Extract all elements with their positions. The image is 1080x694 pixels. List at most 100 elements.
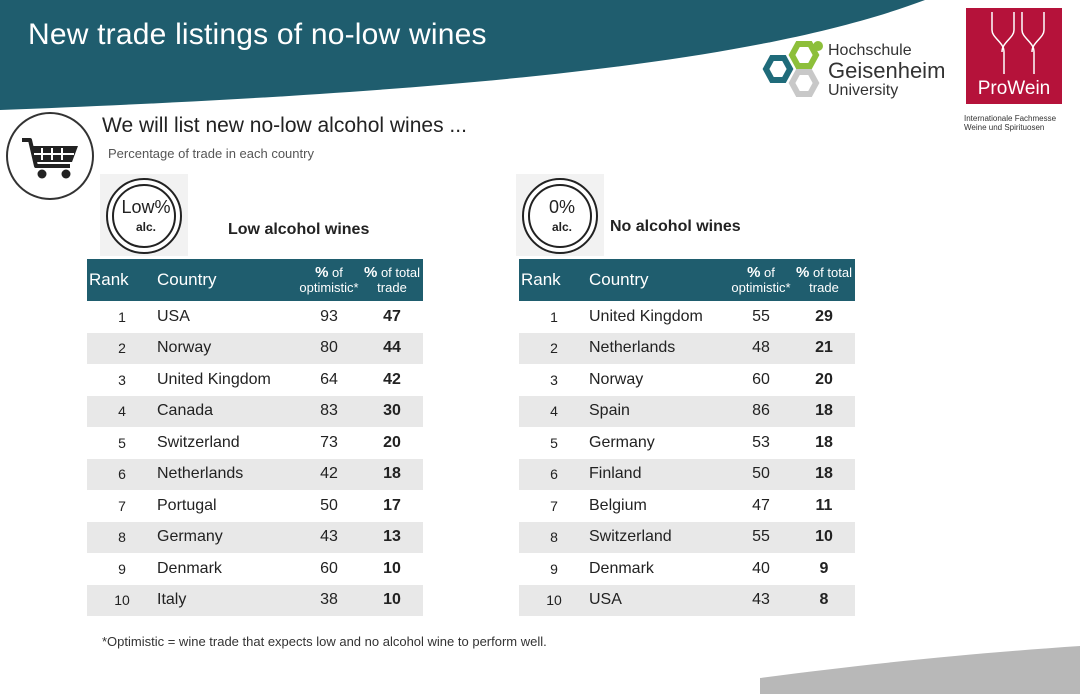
rank-cell: 3: [519, 364, 589, 396]
header-share-pct: %: [796, 264, 810, 281]
share-cell: 10: [361, 553, 423, 585]
country-cell: Denmark: [157, 553, 297, 585]
country-cell: Norway: [589, 364, 729, 396]
header-share: % of total trade: [793, 259, 855, 301]
badge-ring-inner: 0% alc.: [528, 184, 592, 248]
optimistic-cell: 55: [729, 521, 793, 553]
country-cell: Norway: [157, 332, 297, 364]
country-cell: Switzerland: [589, 521, 729, 553]
table-row: 7 Belgium 47 11: [519, 490, 855, 522]
table-row: 5 Germany 53 18: [519, 427, 855, 459]
country-cell: Germany: [589, 427, 729, 459]
badge-big-text: 0%: [548, 197, 575, 217]
share-cell: 29: [793, 301, 855, 333]
banner-shape: [0, 0, 925, 110]
share-cell: 44: [361, 332, 423, 364]
optimistic-cell: 55: [729, 301, 793, 333]
table-row: 3 Norway 60 20: [519, 364, 855, 396]
rank-cell: 5: [87, 427, 157, 459]
slide-title: New trade listings of no-low wines: [28, 18, 487, 51]
optimistic-cell: 80: [297, 332, 361, 364]
section-subheading: Percentage of trade in each country: [108, 146, 314, 161]
prowein-subtitle: Internationale Fachmesse Weine und Spiri…: [964, 114, 1074, 132]
country-cell: Spain: [589, 395, 729, 427]
country-cell: Italy: [157, 584, 297, 616]
rank-cell: 10: [87, 584, 157, 616]
header-share: % of total trade: [361, 259, 423, 301]
header-share-line2: trade: [377, 280, 407, 295]
optimistic-cell: 50: [729, 458, 793, 490]
rank-cell: 5: [519, 427, 589, 459]
country-cell: USA: [157, 301, 297, 333]
section-heading: We will list new no-low alcohol wines ..…: [102, 114, 467, 137]
country-cell: Netherlands: [589, 332, 729, 364]
optimistic-cell: 43: [729, 584, 793, 616]
header-share-rest: of total: [377, 265, 420, 280]
share-cell: 20: [361, 427, 423, 459]
rank-cell: 7: [519, 490, 589, 522]
table-row: 2 Norway 80 44: [87, 332, 423, 364]
header-opt-pct: %: [315, 264, 329, 281]
country-cell: Canada: [157, 395, 297, 427]
country-cell: Germany: [157, 521, 297, 553]
rank-cell: 8: [519, 521, 589, 553]
country-cell: Belgium: [589, 490, 729, 522]
badge-ring-inner: Low% alc.: [112, 184, 176, 248]
badge-ring: Low% alc.: [106, 178, 182, 254]
header-opt-rest: of: [760, 265, 775, 280]
rank-cell: 9: [519, 553, 589, 585]
hgu-line1: Hochschule: [828, 42, 912, 59]
table-row: 9 Denmark 60 10: [87, 553, 423, 585]
shopping-cart-icon: [6, 112, 94, 200]
share-cell: 13: [361, 521, 423, 553]
header-share-pct: %: [364, 264, 378, 281]
no-alcohol-icon: 0% alc.: [516, 174, 604, 256]
country-cell: United Kingdom: [589, 301, 729, 333]
wine-bottles-icon: [991, 12, 1045, 74]
rank-cell: 2: [519, 332, 589, 364]
share-cell: 17: [361, 490, 423, 522]
share-cell: 18: [793, 458, 855, 490]
country-cell: Denmark: [589, 553, 729, 585]
low-alcohol-icon: Low% alc.: [100, 174, 188, 256]
optimistic-cell: 60: [729, 364, 793, 396]
optimistic-cell: 47: [729, 490, 793, 522]
table-row: 4 Spain 86 18: [519, 395, 855, 427]
table-row: 3 United Kingdom 64 42: [87, 364, 423, 396]
share-cell: 47: [361, 301, 423, 333]
footnote: *Optimistic = wine trade that expects lo…: [102, 634, 547, 649]
table-row: 9 Denmark 40 9: [519, 553, 855, 585]
optimistic-cell: 53: [729, 427, 793, 459]
table-header-row: Rank Country % of optimistic* % of total…: [87, 259, 423, 301]
share-cell: 21: [793, 332, 855, 364]
header-opt-line2: optimistic*: [731, 280, 791, 295]
header-rank: Rank: [519, 259, 589, 301]
optimistic-cell: 86: [729, 395, 793, 427]
optimistic-cell: 48: [729, 332, 793, 364]
share-cell: 8: [793, 584, 855, 616]
share-cell: 42: [361, 364, 423, 396]
country-cell: Portugal: [157, 490, 297, 522]
share-cell: 18: [793, 427, 855, 459]
prowein-sub-line1: Internationale Fachmesse: [964, 114, 1057, 123]
rank-cell: 9: [87, 553, 157, 585]
rank-cell: 8: [87, 521, 157, 553]
optimistic-cell: 50: [297, 490, 361, 522]
share-cell: 10: [793, 521, 855, 553]
share-cell: 18: [793, 395, 855, 427]
prowein-name: ProWein: [977, 78, 1051, 99]
header-country: Country: [589, 259, 729, 301]
table-row: 6 Netherlands 42 18: [87, 458, 423, 490]
table-row: 1 United Kingdom 55 29: [519, 301, 855, 333]
share-cell: 9: [793, 553, 855, 585]
rank-cell: 3: [87, 364, 157, 396]
optimistic-cell: 64: [297, 364, 361, 396]
bottom-swoosh-shape: [760, 646, 1080, 694]
badge-big-text: Low%: [121, 197, 171, 217]
hgu-logo-icon: [762, 41, 823, 97]
rank-cell: 7: [87, 490, 157, 522]
table-row: 8 Germany 43 13: [87, 521, 423, 553]
header-share-line2: trade: [809, 280, 839, 295]
title-banner: [0, 0, 1080, 120]
table-header-row: Rank Country % of optimistic* % of total…: [519, 259, 855, 301]
